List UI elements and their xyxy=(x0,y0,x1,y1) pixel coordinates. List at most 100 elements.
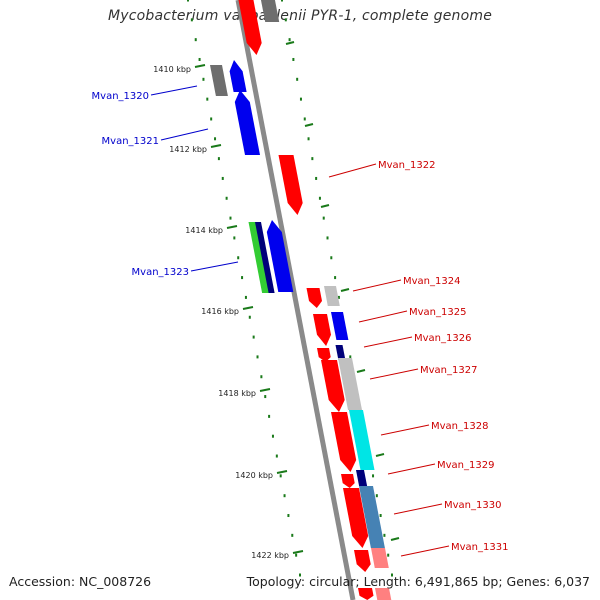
rail-dot xyxy=(221,176,224,180)
rail-dot xyxy=(299,97,302,101)
leader-line-mvan1322 xyxy=(328,163,377,178)
scale-tick xyxy=(242,306,254,310)
rail-dot xyxy=(271,434,274,438)
gene-segment-gray xyxy=(260,0,280,22)
gene-label-mvan1331: Mvan_1331 xyxy=(451,542,508,553)
rail-dot xyxy=(299,573,301,577)
rail-dot xyxy=(326,236,329,240)
rail-dot xyxy=(287,514,290,518)
backbone-layer xyxy=(235,0,356,600)
gene-arrow-mvan1321 xyxy=(234,90,260,155)
gene-block-cyan xyxy=(349,410,375,470)
rail-dot xyxy=(252,335,255,339)
rail-dot xyxy=(372,474,375,478)
gene-arrow-mvan1330 xyxy=(343,488,369,548)
scale-tick-label: 1414 kbp xyxy=(185,226,223,235)
rail-dot xyxy=(284,18,287,22)
gene-segment-mvan1323-navy xyxy=(255,222,275,293)
rail-dot xyxy=(337,295,340,299)
scale-tick-label: 1420 kbp xyxy=(235,471,273,480)
outer-scale-tick xyxy=(285,41,295,45)
gene-label-mvan1328: Mvan_1328 xyxy=(431,421,488,432)
gene-block-blue xyxy=(331,312,349,340)
outer-scale-tick xyxy=(320,204,330,208)
gene-arrow-mvan1329 xyxy=(341,474,355,488)
rail-dot xyxy=(194,38,197,42)
scale-tick-label: 1418 kbp xyxy=(218,389,256,398)
gene-arrow-red xyxy=(358,588,374,600)
gene-label-mvan1324: Mvan_1324 xyxy=(403,276,460,287)
gene-arrow-mvan1320 xyxy=(229,60,247,92)
rail-dot xyxy=(268,414,271,418)
outer-scale-tick xyxy=(356,369,366,373)
rail-dot xyxy=(241,276,244,280)
tick-marks-layer: 1410 kbp 1412 kbp 1414 kbp 1416 kbp 1418 kbp… xyxy=(153,41,400,560)
rail-dot xyxy=(311,157,314,161)
rail-dot xyxy=(260,375,263,379)
leader-line-mvan1321 xyxy=(160,128,209,141)
gene-label-mvan1326: Mvan_1326 xyxy=(414,333,471,344)
leader-line-mvan1323 xyxy=(190,261,239,272)
gene-features-layer xyxy=(210,0,392,600)
rail-dot xyxy=(248,315,251,319)
rail-dot xyxy=(288,38,291,42)
gene-arrow-mvan1328 xyxy=(331,412,357,472)
scale-tick-label: 1422 kbp xyxy=(251,551,289,560)
scale-tick xyxy=(259,388,271,392)
rail-dot xyxy=(307,137,310,141)
gene-segment-gray xyxy=(210,65,228,96)
leader-line-mvan1328 xyxy=(380,424,430,436)
rail-dot xyxy=(283,494,286,498)
gene-arrow-mvan1322 xyxy=(278,155,303,215)
rail-dot xyxy=(303,117,306,121)
gene-arrow-red xyxy=(238,0,262,55)
accession-text: Accession: NC_008726 xyxy=(9,574,152,589)
rail-dot xyxy=(375,494,378,498)
rail-dot xyxy=(315,176,318,180)
rail-dot xyxy=(330,256,333,260)
gene-block-pink xyxy=(371,548,389,568)
inner-tick-rail xyxy=(187,0,301,577)
gene-arrow-mvan1325 xyxy=(313,314,331,346)
leader-line-mvan1331 xyxy=(400,545,450,557)
gene-arrow-mvan1326 xyxy=(317,348,331,362)
rail-dot xyxy=(256,355,259,359)
rail-dot xyxy=(318,196,321,200)
gene-segment-gray xyxy=(324,286,340,306)
rail-dot xyxy=(233,236,236,240)
leader-line-mvan1324 xyxy=(352,279,402,292)
scale-tick-label: 1412 kbp xyxy=(169,145,207,154)
gene-arrow-mvan1331 xyxy=(354,550,371,572)
scale-tick xyxy=(292,550,304,554)
scale-tick xyxy=(210,144,222,148)
outer-scale-tick xyxy=(304,123,314,127)
rail-dot xyxy=(349,355,352,359)
leader-line-mvan1326 xyxy=(363,336,413,348)
rail-dot xyxy=(198,57,201,61)
scale-tick-label: 1410 kbp xyxy=(153,65,191,74)
rail-dot xyxy=(264,395,267,399)
gene-segment-navy xyxy=(356,470,368,486)
rail-dot xyxy=(275,454,278,458)
rail-dot xyxy=(291,533,294,537)
gene-arrow-mvan1323 xyxy=(266,220,294,292)
scale-tick xyxy=(194,64,206,68)
outer-scale-tick xyxy=(340,288,350,292)
rail-dot xyxy=(206,97,209,101)
gene-label-mvan1320: Mvan_1320 xyxy=(92,91,149,102)
leader-line-mvan1329 xyxy=(387,463,436,475)
scale-tick xyxy=(226,225,238,229)
gene-label-mvan1329: Mvan_1329 xyxy=(437,460,494,471)
gene-block-pink xyxy=(375,588,392,600)
leader-line-mvan1330 xyxy=(393,503,443,515)
genome-backbone xyxy=(235,0,356,600)
leader-line-mvan1327 xyxy=(369,368,419,380)
gene-label-mvan1322: Mvan_1322 xyxy=(378,160,435,171)
gene-label-mvan1327: Mvan_1327 xyxy=(420,365,477,376)
rail-dot xyxy=(210,117,213,121)
gene-block-steelblue xyxy=(359,486,385,548)
gene-block-gray xyxy=(338,358,362,410)
rail-dot xyxy=(202,77,205,81)
gene-label-mvan1323: Mvan_1323 xyxy=(132,267,189,278)
gene-arrow-mvan1327 xyxy=(321,360,345,412)
